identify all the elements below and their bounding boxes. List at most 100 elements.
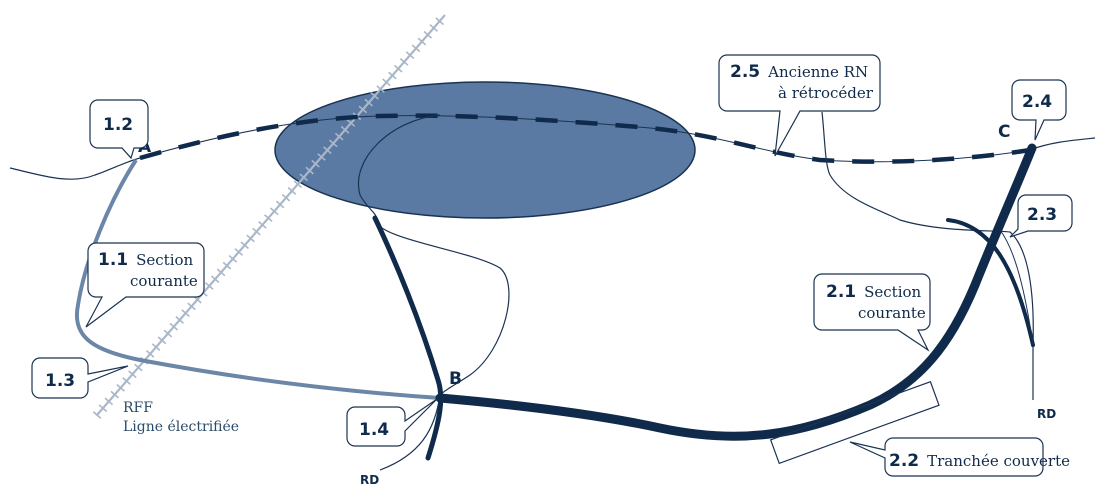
rail-tie: [163, 329, 173, 338]
callout-2-4: 2.4: [1011, 79, 1067, 141]
rail-tie: [399, 58, 409, 66]
callout-1-1-number: 1.1: [98, 250, 128, 270]
section-1-1-route: [74, 158, 441, 400]
rail-tie: [299, 173, 309, 182]
branch-b-north: [372, 215, 444, 461]
callout-1-3-number: 1.3: [45, 371, 75, 391]
rail-tie: [92, 411, 102, 419]
rail-tie: [281, 193, 291, 202]
rail-tie: [116, 383, 125, 392]
rail-tie: [157, 336, 167, 345]
section-2-1-route: [435, 143, 1037, 441]
railway-line: [92, 14, 446, 419]
callout-2-2: 2.2 Tranchée couverte: [849, 437, 1070, 477]
urban-area-ellipse: [274, 81, 696, 219]
rail-tie: [122, 377, 131, 385]
rail-tie: [370, 91, 379, 100]
rail-tie: [417, 37, 427, 46]
callout-2-2-line1: 2.2 Tranchée couverte: [889, 451, 1070, 471]
rail-tie: [435, 17, 444, 26]
rd-label-left: RD: [360, 473, 379, 485]
callout-2-3: 2.3: [1009, 194, 1073, 238]
rail-tie: [222, 261, 232, 270]
rail-tie: [264, 214, 273, 222]
callout-1-1-line1: 1.1 Section: [98, 250, 194, 270]
rail-tie: [134, 363, 143, 372]
callout-2-5-text1: Ancienne RN: [767, 63, 868, 81]
old-national-road: [139, 113, 1031, 164]
branch-2-3-line: [999, 229, 1034, 346]
rail-tie: [334, 132, 344, 141]
rail-tie: [311, 159, 320, 168]
rail-tie: [234, 248, 244, 256]
callout-1-2: 1.2: [89, 99, 149, 160]
rail-tie: [145, 350, 155, 358]
point-c-label: C: [998, 122, 1010, 142]
rail-tie: [98, 404, 108, 413]
callout-2-1: 2.1 Section courante: [813, 273, 931, 352]
callout-1-4: 1.4: [346, 398, 438, 447]
covered-trench: [769, 380, 940, 465]
callout-2-1-text1: Section: [864, 283, 921, 301]
rail-tie: [187, 302, 196, 311]
rail-tie: [275, 200, 285, 209]
rail-tie: [175, 316, 184, 324]
rail-tie: [258, 220, 267, 229]
rail-tie: [429, 24, 439, 32]
rail-tie: [346, 119, 356, 127]
callout-2-2-text1: Tranchée couverte: [927, 452, 1070, 470]
point-b-label: B: [449, 369, 462, 389]
callout-1-1-text1: Section: [136, 251, 193, 269]
rail-tie: [228, 254, 238, 263]
rail-tie: [405, 51, 415, 60]
callout-2-5: 2.5 Ancienne RN à rétrocéder: [718, 54, 881, 157]
callout-2-4-number: 2.4: [1022, 92, 1052, 112]
rail-tie: [110, 390, 120, 399]
rail-tie: [246, 234, 255, 243]
rail-tie: [210, 275, 220, 284]
callout-1-1-text2: courante: [130, 272, 198, 290]
rail-tie: [393, 64, 403, 73]
branch-2-3: [946, 218, 1035, 347]
callout-2-1-line1: 2.1 Section: [826, 282, 922, 302]
callout-2-3-number: 2.3: [1027, 205, 1057, 225]
callout-2-5-text2: à rétrocéder: [778, 84, 874, 102]
rail-tie: [364, 98, 374, 107]
callout-2-2-number: 2.2: [889, 451, 919, 471]
rail-tie: [376, 85, 385, 93]
callout-2-1-number: 2.1: [826, 282, 856, 302]
rail-tie: [323, 146, 332, 155]
rff-label: RFF: [123, 400, 153, 416]
callout-1-3: 1.3: [31, 357, 129, 399]
rail-tie: [358, 105, 368, 114]
rail-tie: [287, 187, 297, 195]
callout-2-5-number: 2.5: [730, 62, 760, 82]
rff-line-label: Ligne électrifiée: [123, 419, 239, 435]
rail-tie: [252, 227, 261, 236]
rail-tie: [240, 241, 249, 250]
rail-tie: [151, 343, 161, 351]
rail-tie: [340, 125, 350, 134]
callout-1-1: 1.1 Section courante: [85, 242, 205, 328]
rail-tie: [305, 166, 314, 175]
rail-tie: [104, 397, 114, 406]
callout-2-5-line1: 2.5 Ancienne RN: [730, 62, 868, 82]
rail-tie: [216, 268, 226, 277]
rail-tie: [181, 309, 190, 318]
rail-tie: [293, 180, 303, 189]
rail-tie: [328, 139, 338, 148]
rail-tie: [169, 322, 179, 331]
rd-label-right: RD: [1037, 407, 1056, 421]
rail-tie: [269, 207, 279, 216]
rail-tie: [382, 78, 391, 87]
existing-road-left: [9, 157, 141, 180]
callout-1-2-number: 1.2: [103, 115, 133, 135]
rail-tie: [411, 44, 421, 53]
rail-tie: [128, 370, 137, 379]
existing-road-right: [1029, 137, 1096, 151]
rail-tie: [317, 153, 326, 161]
rail-tie: [423, 30, 433, 39]
rail-tie: [388, 71, 397, 80]
